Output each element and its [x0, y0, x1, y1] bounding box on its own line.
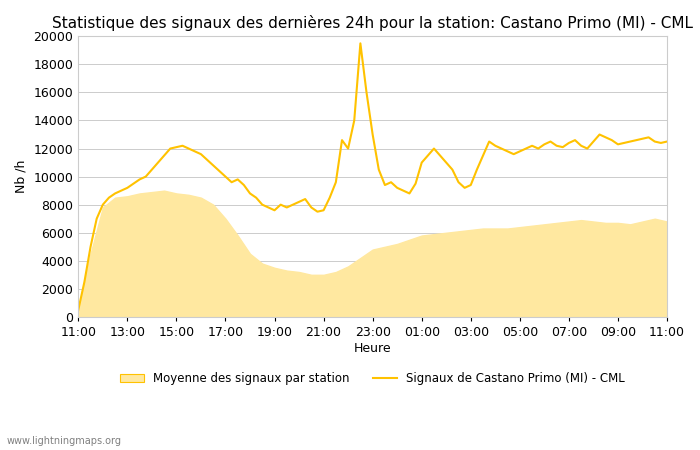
Title: Statistique des signaux des dernières 24h pour la station: Castano Primo (MI) - : Statistique des signaux des dernières 24… — [52, 15, 693, 31]
X-axis label: Heure: Heure — [354, 342, 391, 355]
Legend: Moyenne des signaux par station, Signaux de Castano Primo (MI) - CML: Moyenne des signaux par station, Signaux… — [116, 367, 630, 390]
Y-axis label: Nb /h: Nb /h — [15, 160, 28, 194]
Text: www.lightningmaps.org: www.lightningmaps.org — [7, 436, 122, 446]
